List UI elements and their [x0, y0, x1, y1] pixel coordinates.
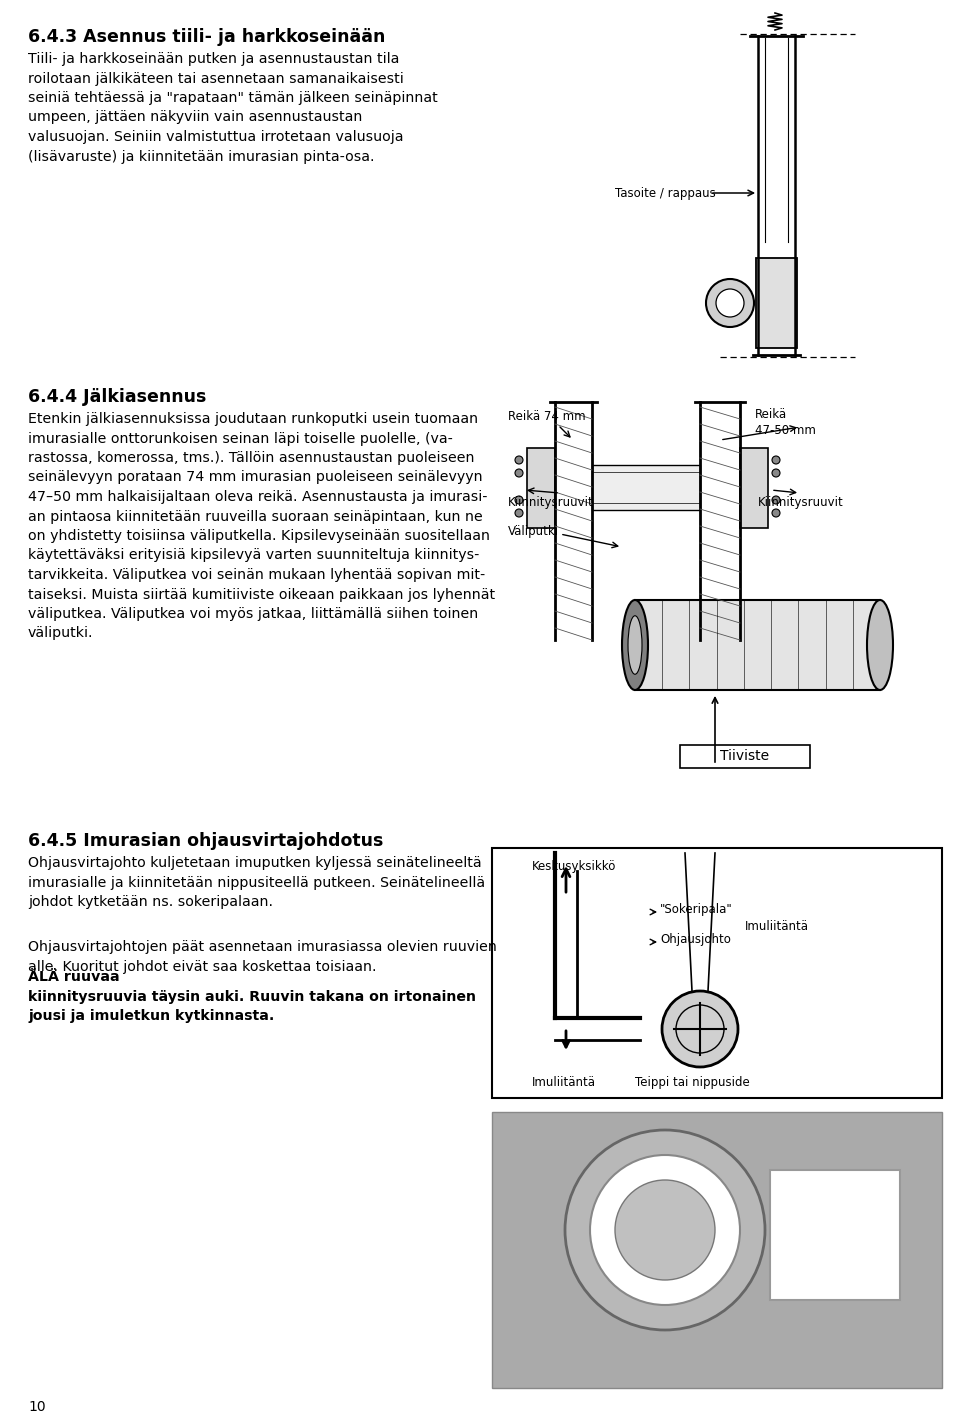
Ellipse shape [628, 616, 642, 675]
Text: Imuliitäntä: Imuliitäntä [532, 1076, 596, 1089]
Circle shape [590, 1155, 740, 1305]
Bar [492, 849, 942, 1099]
Text: Tiiviste: Tiiviste [720, 750, 770, 764]
Circle shape [515, 496, 523, 504]
Bar [756, 258, 797, 347]
Bar [592, 465, 700, 510]
Text: 10: 10 [28, 1401, 46, 1412]
Bar [680, 746, 810, 768]
Circle shape [772, 508, 780, 517]
Bar [740, 448, 768, 528]
Text: Tasoite / rappaus: Tasoite / rappaus [615, 186, 716, 199]
Text: Reikä
47-50 mm: Reikä 47-50 mm [755, 408, 816, 436]
Text: Kiinnitysruuvit: Kiinnitysruuvit [758, 496, 844, 508]
Text: Väliputki: Väliputki [508, 525, 559, 538]
Circle shape [716, 289, 744, 318]
Text: Keskusyksikkö: Keskusyksikkö [532, 860, 616, 873]
Circle shape [772, 496, 780, 504]
Text: ÄLÄ ruuvaa
kiinnitysruuvia täysin auki. Ruuvin takana on irtonainen
jousi ja imu: ÄLÄ ruuvaa kiinnitysruuvia täysin auki. … [28, 970, 476, 1024]
Bar [527, 448, 555, 528]
Text: Ohjausvirtajohto kuljetetaan imuputken kyljessä seinätelineeltä
imurasialle ja k: Ohjausvirtajohto kuljetetaan imuputken k… [28, 856, 485, 909]
Text: 6.4.3 Asennus tiili- ja harkkoseinään: 6.4.3 Asennus tiili- ja harkkoseinään [28, 28, 385, 47]
Ellipse shape [622, 600, 648, 690]
Text: 6.4.4 Jälkiasennus: 6.4.4 Jälkiasennus [28, 388, 206, 407]
Bar [492, 1113, 942, 1388]
Text: Ohjausjohto: Ohjausjohto [660, 933, 731, 946]
Ellipse shape [867, 600, 893, 690]
Circle shape [515, 456, 523, 465]
Circle shape [772, 469, 780, 477]
Text: Imuliitäntä: Imuliitäntä [745, 921, 809, 933]
Text: Etenkin jälkiasennuksissa joudutaan runkoputki usein tuomaan
imurasialle onttoru: Etenkin jälkiasennuksissa joudutaan runk… [28, 412, 495, 641]
Circle shape [515, 508, 523, 517]
Circle shape [662, 991, 738, 1067]
Text: 6.4.5 Imurasian ohjausvirtajohdotus: 6.4.5 Imurasian ohjausvirtajohdotus [28, 832, 383, 850]
Circle shape [565, 1130, 765, 1330]
Text: Tiili- ja harkkoseinään putken ja asennustaustan tila
roilotaan jälkikäteen tai : Tiili- ja harkkoseinään putken ja asennu… [28, 52, 438, 164]
Text: "Sokeripala": "Sokeripala" [660, 904, 732, 916]
Bar [635, 600, 880, 690]
Bar [770, 1171, 900, 1300]
Text: Reikä 74 mm: Reikä 74 mm [508, 409, 586, 424]
Text: Ohjausvirtajohtojen päät asennetaan imurasiassa olevien ruuvien
alle. Kuoritut j: Ohjausvirtajohtojen päät asennetaan imur… [28, 940, 497, 973]
Circle shape [706, 280, 754, 328]
Text: Kiinnitysruuvit: Kiinnitysruuvit [508, 496, 593, 508]
Circle shape [615, 1180, 715, 1281]
Text: Teippi tai nippuside: Teippi tai nippuside [635, 1076, 750, 1089]
Circle shape [772, 456, 780, 465]
Circle shape [515, 469, 523, 477]
